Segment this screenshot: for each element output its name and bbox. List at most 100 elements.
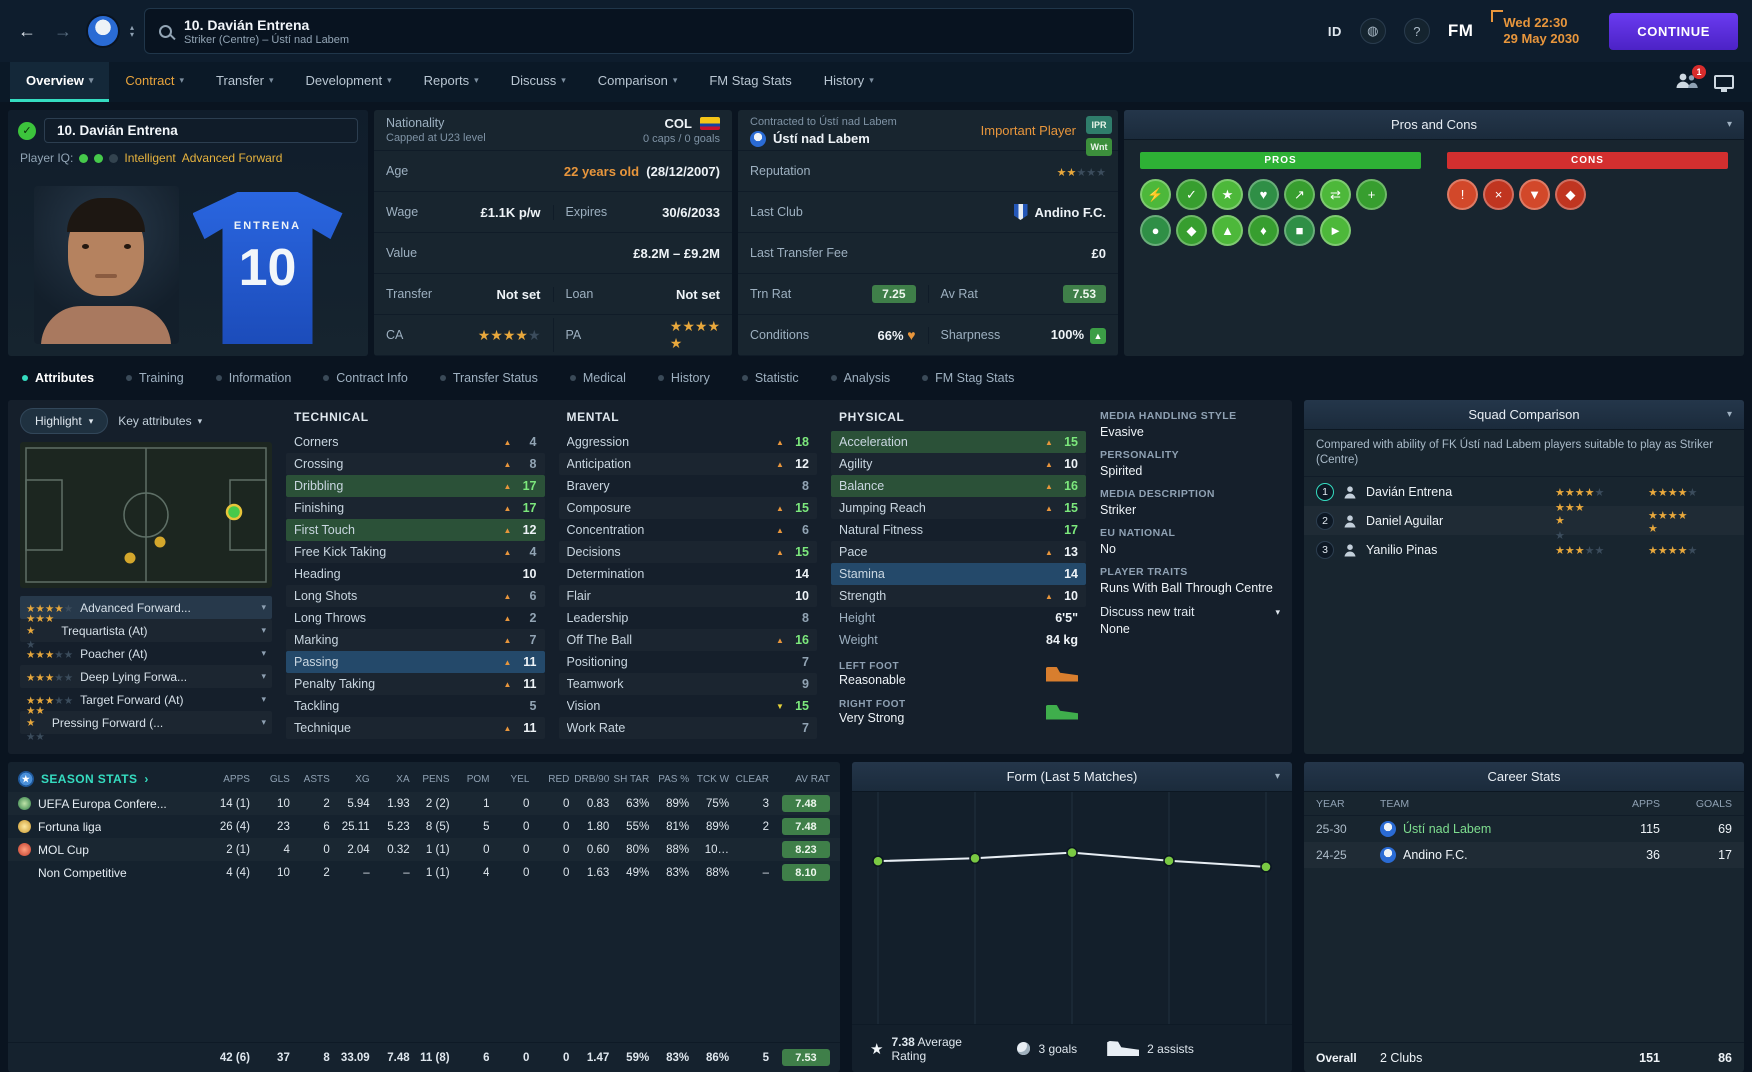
con-icon[interactable]: × [1483, 179, 1514, 210]
pro-icon[interactable]: ◆ [1176, 215, 1207, 246]
career-row[interactable]: 24-25 Andino F.C. 36 17 [1304, 842, 1744, 868]
attribute-row[interactable]: Anticipation ▲ 12 [559, 453, 818, 475]
role-row[interactable]: ★★★★★ Advanced Forward... ▾ [20, 596, 272, 619]
attribute-row[interactable]: Technique ▲ 11 [286, 717, 545, 739]
subtab[interactable]: History [644, 362, 724, 394]
attribute-row[interactable]: Leadership 8 [559, 607, 818, 629]
career-column-header[interactable]: TEAM [1380, 797, 1410, 810]
stat-column-header[interactable]: XA [396, 773, 410, 785]
age-row[interactable]: Age 22 years old (28/12/2007) [374, 151, 732, 192]
pitch-position-map[interactable] [20, 442, 272, 588]
pros-cons-header[interactable]: Pros and Cons ▾ [1124, 110, 1744, 140]
attribute-row[interactable]: Stamina 14 [831, 563, 1086, 585]
attribute-row[interactable]: First Touch ▲ 12 [286, 519, 545, 541]
role-row[interactable]: ★★★★★ Poacher (At) ▾ [20, 642, 272, 665]
pro-icon[interactable]: ⚡ [1140, 179, 1171, 210]
squad-comparison-row[interactable]: 1 Davián Entrena ★★★★★ ★★★★★ [1304, 477, 1744, 506]
pro-icon[interactable]: ⇄ [1320, 179, 1351, 210]
attribute-row[interactable]: Strength ▲ 10 [831, 585, 1086, 607]
game-date[interactable]: Wed 22:30 29 May 2030 [1491, 10, 1591, 52]
last-club-row[interactable]: Last Club Andino F.C. [738, 192, 1118, 233]
career-row[interactable]: 25-30 Ústí nad Labem 115 69 [1304, 816, 1744, 842]
last-fee-row[interactable]: Last Transfer Fee £0 [738, 233, 1118, 274]
main-tab[interactable]: Development ▾ [289, 62, 407, 102]
squad-comparison-row[interactable]: 3 Yanilio Pinas ★★★★★ ★★★★★ [1304, 535, 1744, 564]
attribute-row[interactable]: Positioning 7 [559, 651, 818, 673]
career-stats-header[interactable]: Career Stats [1304, 762, 1744, 792]
role-row[interactable]: ★★★ ★ ★ Trequartista (At) ▾ [20, 613, 272, 651]
attribute-row[interactable]: Tackling 5 [286, 695, 545, 717]
inbox-people-icon[interactable]: 1 [1674, 65, 1706, 92]
subtab[interactable]: Attributes [8, 362, 108, 394]
attribute-row[interactable]: Free Kick Taking ▲ 4 [286, 541, 545, 563]
role-row[interactable]: ★★★★★ Target Forward (At) ▾ [20, 688, 272, 711]
monitor-icon[interactable] [1714, 75, 1734, 92]
con-icon[interactable]: ! [1447, 179, 1478, 210]
attribute-row[interactable]: Long Shots ▲ 6 [286, 585, 545, 607]
forward-button[interactable]: → [50, 21, 76, 42]
pro-icon[interactable]: ↗ [1284, 179, 1315, 210]
attribute-row[interactable]: Agility ▲ 10 [831, 453, 1086, 475]
attribute-row[interactable]: Dribbling ▲ 17 [286, 475, 545, 497]
help-icon[interactable]: ? [1403, 18, 1430, 44]
role-row[interactable]: ★★★★★ Deep Lying Forwa... ▾ [20, 665, 272, 688]
role-row[interactable]: ★★ ★ ★★ Pressing Forward (... ▾ [20, 705, 272, 743]
pro-icon[interactable]: + [1356, 179, 1387, 210]
pro-icon[interactable]: ♦ [1248, 215, 1279, 246]
stat-column-header[interactable]: PENS [422, 773, 450, 785]
subtab[interactable]: Medical [556, 362, 640, 394]
attribute-row[interactable]: Crossing ▲ 8 [286, 453, 545, 475]
attribute-row[interactable]: Flair 10 [559, 585, 818, 607]
main-tab[interactable]: Comparison ▾ [582, 62, 694, 102]
squad-comparison-row[interactable]: 2 Daniel Aguilar ★★★ ★ ★ ★★★★ ★ [1304, 502, 1744, 542]
squad-comparison-header[interactable]: Squad Comparison ▾ [1304, 400, 1744, 430]
attribute-row[interactable]: Acceleration ▲ 15 [831, 431, 1086, 453]
ratings-row[interactable]: Trn Rat 7.25 Av Rat 7.53 [738, 274, 1118, 315]
pro-icon[interactable]: ♥ [1248, 179, 1279, 210]
subtab[interactable]: Training [112, 362, 198, 394]
player-search-bar[interactable]: 10. Davián Entrena Striker (Centre) – Ús… [144, 8, 1135, 54]
fitness-row[interactable]: Conditions 66% ♥ Sharpness 100% ▲ [738, 315, 1118, 356]
subtab[interactable]: Transfer Status [426, 362, 552, 394]
transfer-loan-row[interactable]: Transfer Not set Loan Not set [374, 274, 732, 315]
attribute-row[interactable]: Bravery 8 [559, 475, 818, 497]
stat-column-header[interactable]: YEL [510, 773, 530, 785]
reputation-row[interactable]: Reputation ★★★★★ [738, 151, 1118, 192]
career-column-header[interactable]: APPS [1631, 797, 1660, 810]
attribute-row[interactable]: Determination 14 [559, 563, 818, 585]
pro-icon[interactable]: ■ [1284, 215, 1315, 246]
main-tab[interactable]: Overview ▾ [10, 62, 110, 102]
pro-icon[interactable]: ● [1140, 215, 1171, 246]
attribute-row[interactable]: Aggression ▲ 18 [559, 431, 818, 453]
discuss-new-trait-dropdown[interactable]: Discuss new trait ▾ [1100, 605, 1280, 619]
season-stats-title-button[interactable]: ★ SEASON STATS › [18, 771, 210, 787]
subtab[interactable]: Statistic [728, 362, 813, 394]
attribute-row[interactable]: Pace ▲ 13 [831, 541, 1086, 563]
main-tab[interactable]: Discuss ▾ [495, 62, 582, 102]
attribute-row[interactable]: Natural Fitness 17 [831, 519, 1086, 541]
season-stats-row[interactable]: Non Competitive 4 (4) 10 2 – – 1 (1) 4 0… [8, 861, 840, 884]
id-button[interactable]: ID [1327, 23, 1342, 39]
season-stats-row[interactable]: MOL Cup 2 (1) 4 0 2.04 0.32 1 (1) 0 0 0 … [8, 838, 840, 861]
attribute-row[interactable]: Work Rate 7 [559, 717, 818, 739]
continue-button[interactable]: CONTINUE [1609, 12, 1738, 50]
attribute-row[interactable]: Composure ▲ 15 [559, 497, 818, 519]
attribute-row[interactable]: Jumping Reach ▲ 15 [831, 497, 1086, 519]
stat-column-header[interactable]: ASTS [303, 773, 330, 785]
stat-column-header[interactable]: AV RAT [795, 773, 830, 785]
main-tab[interactable]: Transfer ▾ [200, 62, 289, 102]
career-column-header[interactable]: GOALS [1695, 797, 1732, 810]
attribute-row[interactable]: Penalty Taking ▲ 11 [286, 673, 545, 695]
stat-column-header[interactable]: CLEAR [735, 773, 769, 785]
season-stats-row[interactable]: UEFA Europa Confere... 14 (1) 10 2 5.94 … [8, 792, 840, 815]
club-badge[interactable] [86, 14, 120, 48]
attribute-row[interactable]: Decisions ▲ 15 [559, 541, 818, 563]
season-stats-row[interactable]: Fortuna liga 26 (4) 23 6 25.11 5.23 8 (5… [8, 815, 840, 838]
contracted-to-row[interactable]: Contracted to Ústí nad Labem Ústí nad La… [738, 110, 1118, 151]
stat-column-header[interactable]: XG [355, 773, 370, 785]
attribute-row[interactable]: Concentration ▲ 6 [559, 519, 818, 541]
wanted-badge[interactable]: Wnt [1086, 138, 1112, 156]
stat-column-header[interactable]: RED [548, 773, 570, 785]
stat-column-header[interactable]: SH TAR [613, 773, 650, 785]
main-tab[interactable]: History ▾ [808, 62, 890, 102]
